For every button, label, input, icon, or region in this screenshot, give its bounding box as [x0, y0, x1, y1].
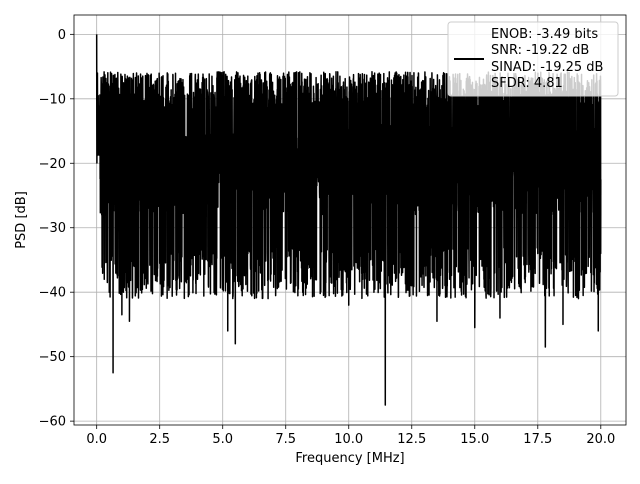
- x-axis-label: Frequency [MHz]: [295, 451, 404, 466]
- y-tick-label: −60: [39, 415, 66, 430]
- x-tick-label: 7.5: [275, 432, 296, 447]
- x-tick-label: 12.5: [397, 432, 426, 447]
- x-tick-label: 2.5: [149, 432, 170, 447]
- y-axis-ticks: 0 −10 −20 −30 −40 −50 −60: [39, 28, 74, 430]
- y-tick-label: −30: [39, 221, 66, 236]
- legend-line-enob: ENOB: -3.49 bits: [491, 27, 598, 42]
- y-tick-label: 0: [58, 28, 66, 43]
- plot-frame: [73, 14, 627, 426]
- y-axis-label: PSD [dB]: [14, 191, 29, 249]
- psd-series-line: [95, 34, 602, 406]
- legend: ENOB: -3.49 bits SNR: -19.22 dB SINAD: -…: [447, 21, 619, 97]
- legend-box: [447, 21, 619, 97]
- y-tick-label: −20: [39, 157, 66, 172]
- x-tick-label: 17.5: [523, 432, 552, 447]
- x-tick-label: 10.0: [334, 432, 363, 447]
- x-tick-label: 5.0: [212, 432, 233, 447]
- series-layer: [95, 34, 602, 406]
- y-tick-label: −10: [39, 92, 66, 107]
- x-axis-ticks: 0.0 2.5 5.0 7.5 10.0 12.5 15.0 17.5 20.0: [86, 425, 615, 447]
- legend-line-snr: SNR: -19.22 dB: [491, 43, 589, 58]
- x-tick-label: 20.0: [586, 432, 615, 447]
- x-tick-label: 15.0: [460, 432, 489, 447]
- y-tick-label: −40: [39, 286, 66, 301]
- legend-line-sinad: SINAD: -19.25 dB: [491, 60, 603, 75]
- legend-line-sfdr: SFDR: 4.81: [491, 76, 563, 91]
- x-tick-label: 0.0: [86, 432, 107, 447]
- y-tick-label: −50: [39, 350, 66, 365]
